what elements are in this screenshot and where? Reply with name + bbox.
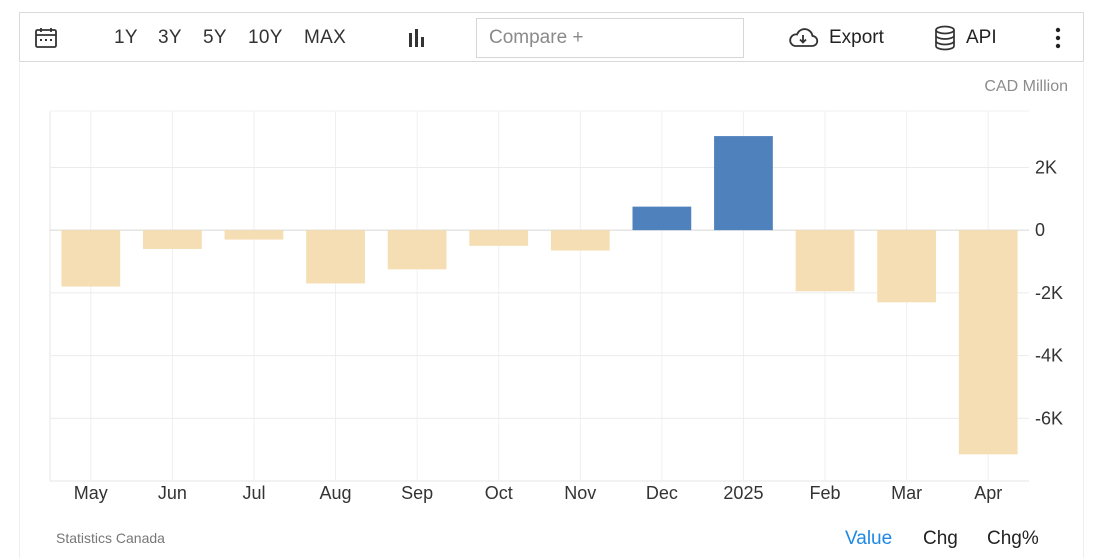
api-button[interactable]: API (934, 13, 997, 63)
bar[interactable] (61, 230, 121, 287)
bar[interactable] (469, 230, 529, 246)
more-options-icon[interactable] (1054, 13, 1062, 63)
x-tick-label: Dec (646, 483, 678, 503)
y-tick-label: -6K (1035, 408, 1063, 428)
x-tick-label: Feb (810, 483, 841, 503)
api-label: API (966, 27, 997, 48)
bar[interactable] (714, 136, 773, 231)
range-max-button[interactable]: MAX (304, 27, 347, 48)
unit-label: CAD Million (984, 78, 1068, 95)
bar[interactable] (550, 230, 610, 251)
x-tick-label: Jun (158, 483, 187, 503)
range-10y-button[interactable]: 10Y (248, 27, 283, 48)
x-tick-label: Sep (401, 483, 433, 503)
calendar-icon[interactable] (34, 13, 58, 63)
x-tick-label: Aug (320, 483, 352, 503)
x-tick-label: Jul (242, 483, 265, 503)
export-label: Export (829, 27, 884, 48)
y-tick-label: -2K (1035, 283, 1063, 303)
bar-chart-icon[interactable] (406, 13, 428, 63)
source-label: Statistics Canada (56, 530, 165, 546)
bar[interactable] (306, 230, 365, 284)
mode-value-button[interactable]: Value (845, 528, 893, 549)
y-tick-label: -4K (1035, 346, 1063, 366)
x-tick-label: Apr (974, 483, 1002, 503)
x-tick-label: May (74, 483, 108, 503)
range-3y-button[interactable]: 3Y (158, 27, 182, 48)
database-icon (934, 25, 956, 51)
bar[interactable] (632, 206, 692, 231)
bar[interactable] (224, 230, 284, 240)
bar[interactable] (387, 230, 447, 270)
x-tick-label: Nov (564, 483, 596, 503)
chart-panel (19, 63, 1084, 558)
x-tick-label: 2025 (723, 483, 763, 503)
export-button[interactable]: Export (787, 13, 884, 63)
x-tick-label: Oct (485, 483, 513, 503)
range-1y-button[interactable]: 1Y (114, 27, 138, 48)
bar[interactable] (958, 230, 1018, 455)
cloud-download-icon (787, 26, 819, 50)
bar[interactable] (143, 230, 202, 249)
compare-input[interactable]: Compare + (476, 18, 744, 58)
mode-chg-percent-button[interactable]: Chg% (987, 528, 1039, 549)
x-tick-label: Mar (891, 483, 922, 503)
bar[interactable] (877, 230, 936, 303)
chart-toolbar: 1Y 3Y 5Y 10Y MAX Compare + Export (19, 12, 1084, 62)
y-tick-label: 0 (1035, 220, 1045, 240)
mode-chg-button[interactable]: Chg (923, 528, 958, 549)
range-5y-button[interactable]: 5Y (203, 27, 227, 48)
bar[interactable] (795, 230, 855, 292)
y-tick-label: 2K (1035, 157, 1057, 177)
